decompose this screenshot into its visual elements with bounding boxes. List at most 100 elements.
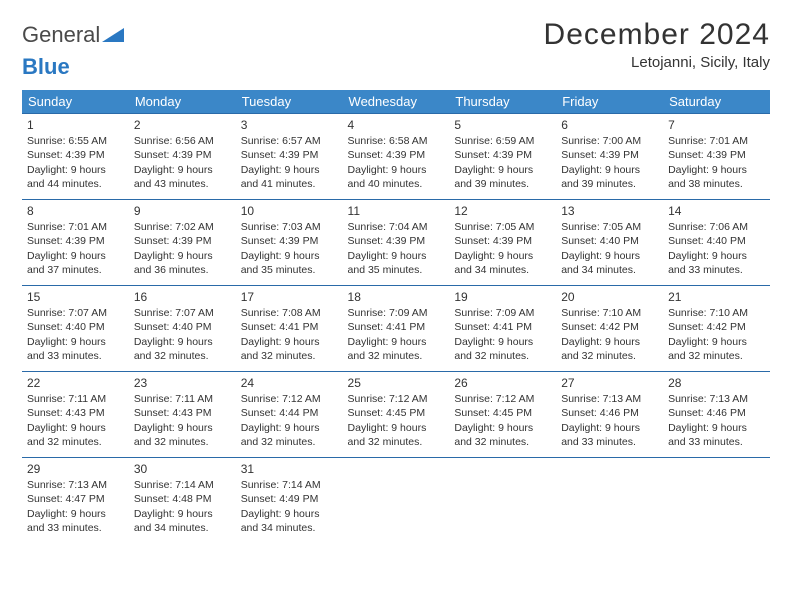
- day-number: 20: [561, 289, 658, 305]
- daylight-line2: and 36 minutes.: [134, 263, 231, 277]
- calendar-cell: 11Sunrise: 7:04 AMSunset: 4:39 PMDayligh…: [343, 200, 450, 286]
- daylight-line2: and 32 minutes.: [27, 435, 124, 449]
- calendar-cell: 20Sunrise: 7:10 AMSunset: 4:42 PMDayligh…: [556, 286, 663, 372]
- daylight-line1: Daylight: 9 hours: [27, 335, 124, 349]
- calendar-cell: 17Sunrise: 7:08 AMSunset: 4:41 PMDayligh…: [236, 286, 343, 372]
- day-header: Monday: [129, 90, 236, 114]
- calendar-cell: 12Sunrise: 7:05 AMSunset: 4:39 PMDayligh…: [449, 200, 556, 286]
- day-number: 3: [241, 117, 338, 133]
- day-number: 30: [134, 461, 231, 477]
- day-header: Wednesday: [343, 90, 450, 114]
- day-number: 23: [134, 375, 231, 391]
- calendar-cell: 7Sunrise: 7:01 AMSunset: 4:39 PMDaylight…: [663, 114, 770, 200]
- sunset-line: Sunset: 4:45 PM: [454, 406, 551, 420]
- logo-word1: General: [22, 22, 100, 47]
- daylight-line1: Daylight: 9 hours: [241, 421, 338, 435]
- sunrise-line: Sunrise: 7:01 AM: [668, 134, 765, 148]
- sunset-line: Sunset: 4:39 PM: [27, 148, 124, 162]
- day-number: 10: [241, 203, 338, 219]
- daylight-line2: and 39 minutes.: [561, 177, 658, 191]
- daylight-line1: Daylight: 9 hours: [241, 163, 338, 177]
- sunrise-line: Sunrise: 7:13 AM: [27, 478, 124, 492]
- sunrise-line: Sunrise: 7:07 AM: [134, 306, 231, 320]
- day-number: 1: [27, 117, 124, 133]
- logo-icon: [102, 22, 124, 48]
- daylight-line1: Daylight: 9 hours: [241, 507, 338, 521]
- day-number: 12: [454, 203, 551, 219]
- calendar-cell: 1Sunrise: 6:55 AMSunset: 4:39 PMDaylight…: [22, 114, 129, 200]
- sunset-line: Sunset: 4:42 PM: [668, 320, 765, 334]
- sunset-line: Sunset: 4:43 PM: [134, 406, 231, 420]
- day-number: 18: [348, 289, 445, 305]
- daylight-line2: and 40 minutes.: [348, 177, 445, 191]
- sunrise-line: Sunrise: 7:09 AM: [454, 306, 551, 320]
- daylight-line2: and 33 minutes.: [668, 263, 765, 277]
- day-number: 24: [241, 375, 338, 391]
- calendar-cell: 4Sunrise: 6:58 AMSunset: 4:39 PMDaylight…: [343, 114, 450, 200]
- day-number: 7: [668, 117, 765, 133]
- sunrise-line: Sunrise: 7:10 AM: [561, 306, 658, 320]
- sunrise-line: Sunrise: 6:55 AM: [27, 134, 124, 148]
- sunrise-line: Sunrise: 7:13 AM: [561, 392, 658, 406]
- daylight-line2: and 38 minutes.: [668, 177, 765, 191]
- daylight-line2: and 35 minutes.: [348, 263, 445, 277]
- sunrise-line: Sunrise: 7:11 AM: [134, 392, 231, 406]
- daylight-line1: Daylight: 9 hours: [561, 249, 658, 263]
- sunrise-line: Sunrise: 7:09 AM: [348, 306, 445, 320]
- calendar-cell: 18Sunrise: 7:09 AMSunset: 4:41 PMDayligh…: [343, 286, 450, 372]
- daylight-line1: Daylight: 9 hours: [454, 335, 551, 349]
- daylight-line2: and 43 minutes.: [134, 177, 231, 191]
- day-number: 9: [134, 203, 231, 219]
- daylight-line1: Daylight: 9 hours: [348, 335, 445, 349]
- calendar-cell: [663, 458, 770, 544]
- day-number: 28: [668, 375, 765, 391]
- daylight-line2: and 32 minutes.: [241, 349, 338, 363]
- sunrise-line: Sunrise: 7:03 AM: [241, 220, 338, 234]
- daylight-line1: Daylight: 9 hours: [27, 249, 124, 263]
- day-number: 2: [134, 117, 231, 133]
- sunset-line: Sunset: 4:39 PM: [454, 234, 551, 248]
- sunrise-line: Sunrise: 7:12 AM: [241, 392, 338, 406]
- daylight-line2: and 32 minutes.: [668, 349, 765, 363]
- daylight-line1: Daylight: 9 hours: [134, 249, 231, 263]
- daylight-line1: Daylight: 9 hours: [348, 163, 445, 177]
- daylight-line1: Daylight: 9 hours: [134, 421, 231, 435]
- logo: GeneralBlue: [22, 18, 124, 80]
- daylight-line2: and 37 minutes.: [27, 263, 124, 277]
- calendar-cell: 3Sunrise: 6:57 AMSunset: 4:39 PMDaylight…: [236, 114, 343, 200]
- calendar-cell: 31Sunrise: 7:14 AMSunset: 4:49 PMDayligh…: [236, 458, 343, 544]
- calendar-cell: 19Sunrise: 7:09 AMSunset: 4:41 PMDayligh…: [449, 286, 556, 372]
- daylight-line2: and 41 minutes.: [241, 177, 338, 191]
- daylight-line1: Daylight: 9 hours: [348, 421, 445, 435]
- month-title: December 2024: [544, 18, 770, 52]
- sunrise-line: Sunrise: 7:00 AM: [561, 134, 658, 148]
- daylight-line1: Daylight: 9 hours: [454, 163, 551, 177]
- daylight-line1: Daylight: 9 hours: [348, 249, 445, 263]
- calendar-cell: 27Sunrise: 7:13 AMSunset: 4:46 PMDayligh…: [556, 372, 663, 458]
- sunrise-line: Sunrise: 7:14 AM: [241, 478, 338, 492]
- logo-text: GeneralBlue: [22, 22, 124, 80]
- daylight-line2: and 34 minutes.: [561, 263, 658, 277]
- sunrise-line: Sunrise: 7:11 AM: [27, 392, 124, 406]
- sunrise-line: Sunrise: 7:12 AM: [348, 392, 445, 406]
- sunset-line: Sunset: 4:49 PM: [241, 492, 338, 506]
- daylight-line1: Daylight: 9 hours: [561, 421, 658, 435]
- sunset-line: Sunset: 4:39 PM: [561, 148, 658, 162]
- calendar-row: 1Sunrise: 6:55 AMSunset: 4:39 PMDaylight…: [22, 114, 770, 200]
- daylight-line2: and 34 minutes.: [134, 521, 231, 535]
- sunset-line: Sunset: 4:44 PM: [241, 406, 338, 420]
- day-number: 11: [348, 203, 445, 219]
- daylight-line2: and 33 minutes.: [561, 435, 658, 449]
- sunset-line: Sunset: 4:43 PM: [27, 406, 124, 420]
- daylight-line2: and 32 minutes.: [454, 435, 551, 449]
- daylight-line1: Daylight: 9 hours: [668, 335, 765, 349]
- daylight-line2: and 32 minutes.: [348, 349, 445, 363]
- daylight-line2: and 34 minutes.: [454, 263, 551, 277]
- header: GeneralBlue December 2024 Letojanni, Sic…: [22, 18, 770, 80]
- day-number: 13: [561, 203, 658, 219]
- sunset-line: Sunset: 4:39 PM: [348, 234, 445, 248]
- sunset-line: Sunset: 4:41 PM: [454, 320, 551, 334]
- day-header: Thursday: [449, 90, 556, 114]
- calendar-body: 1Sunrise: 6:55 AMSunset: 4:39 PMDaylight…: [22, 114, 770, 544]
- sunset-line: Sunset: 4:41 PM: [348, 320, 445, 334]
